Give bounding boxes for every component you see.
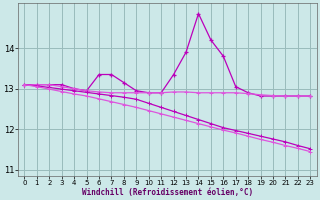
X-axis label: Windchill (Refroidissement éolien,°C): Windchill (Refroidissement éolien,°C) bbox=[82, 188, 253, 197]
